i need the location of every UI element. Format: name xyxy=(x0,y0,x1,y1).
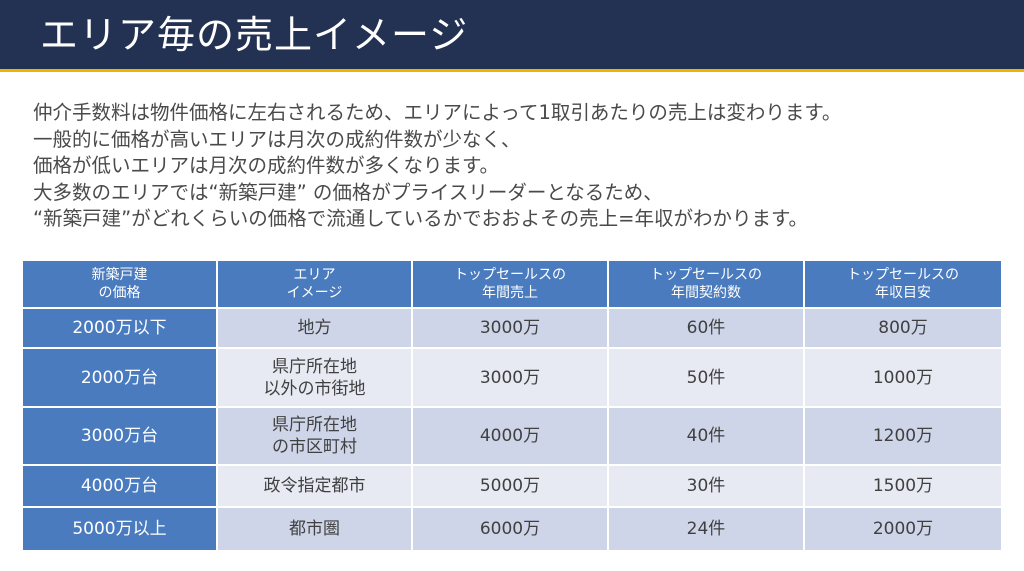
income-cell: 800万 xyxy=(805,309,1001,349)
sales-cell: 5000万 xyxy=(413,466,609,508)
sales-cell: 4000万 xyxy=(413,408,609,466)
price-cell: 4000万台 xyxy=(23,466,218,508)
body-line: “新築戸建”がどれくらいの価格で流通しているかでおおよその売上=年収がわかります… xyxy=(33,207,809,230)
income-cell: 1000万 xyxy=(805,349,1001,408)
contracts-cell: 50件 xyxy=(609,349,805,408)
area-cell: 県庁所在地 以外の市街地 xyxy=(218,349,413,408)
sales-cell: 3000万 xyxy=(413,309,609,349)
price-cell: 2000万台 xyxy=(23,349,218,408)
income-cell: 1500万 xyxy=(805,466,1001,508)
table-row: 2000万台 県庁所在地 以外の市街地 3000万 50件 1000万 xyxy=(23,349,1001,408)
sales-table: 新築戸建 の価格 エリア イメージ トップセールスの 年間売上 トップセールスの… xyxy=(23,261,1001,552)
header-annual-sales: トップセールスの 年間売上 xyxy=(413,261,609,309)
price-cell: 5000万以上 xyxy=(23,508,218,552)
contracts-cell: 40件 xyxy=(609,408,805,466)
header-price: 新築戸建 の価格 xyxy=(23,261,218,309)
body-line: 仲介手数料は物件価格に左右されるため、エリアによって1取引あたりの売上は変わりま… xyxy=(33,101,842,124)
body-line: 大多数のエリアでは“新築戸建” の価格がプライスリーダーとなるため、 xyxy=(33,180,663,204)
table-header-row: 新築戸建 の価格 エリア イメージ トップセールスの 年間売上 トップセールスの… xyxy=(23,261,1001,309)
table-row: 3000万台 県庁所在地 の市区町村 4000万 40件 1200万 xyxy=(23,408,1001,466)
table-row: 2000万以下 地方 3000万 60件 800万 xyxy=(23,309,1001,349)
contracts-cell: 60件 xyxy=(609,309,805,349)
header-area: エリア イメージ xyxy=(218,261,413,309)
price-cell: 3000万台 xyxy=(23,408,218,466)
price-cell: 2000万以下 xyxy=(23,309,218,349)
body-text: 仲介手数料は物件価格に左右されるため、エリアによって1取引あたりの売上は変わりま… xyxy=(33,100,1013,233)
table-row: 5000万以上 都市圏 6000万 24件 2000万 xyxy=(23,508,1001,552)
table-row: 4000万台 政令指定都市 5000万 30件 1500万 xyxy=(23,466,1001,508)
area-cell: 都市圏 xyxy=(218,508,413,552)
sales-cell: 3000万 xyxy=(413,349,609,408)
income-cell: 2000万 xyxy=(805,508,1001,552)
income-cell: 1200万 xyxy=(805,408,1001,466)
contracts-cell: 30件 xyxy=(609,466,805,508)
header-annual-contracts: トップセールスの 年間契約数 xyxy=(609,261,805,309)
body-line: 一般的に価格が高いエリアは月次の成約件数が少なく、 xyxy=(33,127,521,151)
area-cell: 地方 xyxy=(218,309,413,349)
area-cell: 政令指定都市 xyxy=(218,466,413,508)
header-annual-income: トップセールスの 年収目安 xyxy=(805,261,1001,309)
slide-title: エリア毎の売上イメージ xyxy=(40,13,469,57)
contracts-cell: 24件 xyxy=(609,508,805,552)
body-line: 価格が低いエリアは月次の成約件数が多くなります。 xyxy=(33,154,500,177)
slide-header: エリア毎の売上イメージ xyxy=(0,0,1024,72)
sales-cell: 6000万 xyxy=(413,508,609,552)
area-cell: 県庁所在地 の市区町村 xyxy=(218,408,413,466)
